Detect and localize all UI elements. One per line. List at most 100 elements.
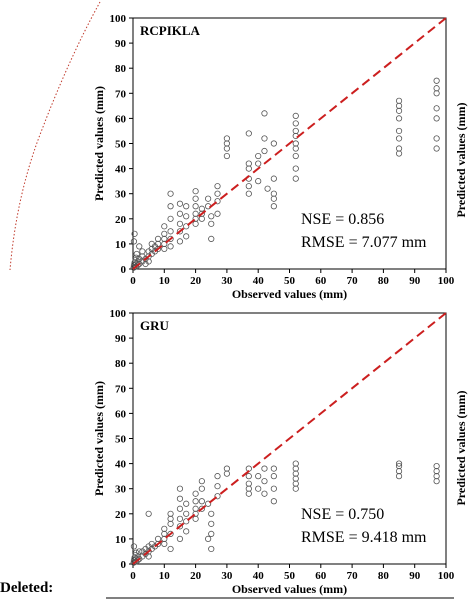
scatter-point (198, 485, 205, 492)
deleted-label: Deleted: (0, 580, 54, 596)
scatter-point (192, 188, 199, 195)
scatter-point (433, 115, 440, 122)
scatter-point (395, 127, 403, 135)
y-tick-label: 20 (115, 509, 127, 521)
scatter-point (167, 545, 174, 553)
scatter-point (192, 505, 199, 512)
scatter-point (205, 500, 212, 507)
scatter-point (205, 535, 212, 543)
x-tick-label: 0 (130, 570, 136, 582)
y-tick-label: 40 (115, 459, 127, 471)
scatter-point (136, 548, 143, 555)
scatter-point (192, 210, 199, 217)
scatter-point (433, 135, 440, 142)
scatter-point (208, 510, 215, 517)
scatter-point (134, 557, 141, 564)
scatter-point (255, 473, 262, 480)
y-tick-label: 100 (110, 308, 127, 320)
x-tick-label: 90 (409, 570, 421, 582)
scatter-point (214, 190, 221, 197)
y-tick-label: 50 (115, 139, 127, 151)
scatter-point (176, 523, 184, 530)
scatter-point (395, 115, 403, 122)
scatter-point (167, 203, 174, 210)
x-axis-label: Observed values (mm) (232, 582, 347, 596)
scatter-point (131, 230, 138, 237)
y-tick-label: 30 (115, 189, 127, 201)
dotted-connector (9, 1, 101, 271)
scatter-point (214, 198, 221, 205)
scatter-point (223, 152, 230, 160)
y-tick-label: 40 (115, 164, 127, 176)
scatter-point (167, 530, 174, 537)
scatter-point (183, 528, 190, 535)
scatter-point (214, 473, 221, 480)
scatter-point (198, 215, 205, 222)
scatter-point (176, 200, 184, 207)
panel-title: GRU (140, 318, 170, 333)
scatter-point (145, 258, 152, 265)
scatter-point (264, 185, 271, 192)
scatter-point (192, 195, 199, 202)
x-tick-label: 20 (190, 570, 202, 582)
scatter-point (154, 235, 162, 242)
scatter-point (183, 203, 190, 210)
scatter-points (130, 460, 440, 566)
scatter-point (270, 140, 277, 147)
x-tick-label: 10 (159, 275, 171, 287)
scatter-point (176, 515, 184, 522)
y-tick-label: 20 (115, 214, 127, 226)
y-tick-label: 0 (121, 559, 127, 571)
scatter-point (245, 160, 252, 167)
scatter-point (223, 135, 230, 142)
scatter-point (176, 220, 184, 227)
y-tick-label: 0 (121, 264, 127, 276)
scatter-point (198, 205, 205, 212)
nse-annotation: NSE = 0.750 (301, 506, 384, 523)
x-tick-label: 0 (130, 275, 136, 287)
scatter-point (433, 77, 440, 84)
x-tick-label: 70 (347, 275, 359, 287)
scatter-point (292, 127, 299, 135)
scatter-point (183, 518, 190, 525)
scatter-point (214, 483, 221, 490)
x-tick-label: 10 (159, 570, 171, 582)
scatter-point (161, 245, 168, 253)
panel-title: RCPIKLA (140, 23, 201, 38)
scatter-point (245, 183, 252, 190)
scatter-point (208, 530, 215, 537)
x-tick-label: 50 (284, 275, 296, 287)
scatter-point (208, 213, 215, 220)
scatter-point (270, 203, 277, 210)
scatter-point (395, 463, 403, 470)
scatter-point (433, 463, 440, 470)
scatter-point (192, 490, 199, 497)
rmse-annotation: RMSE = 7.077 mm (301, 234, 427, 251)
scatter-panel-gru: 0 10 20 30 40 50 60 70 80 90 100 0 10 20 30 40 50 60 70 80 9… (92, 308, 455, 596)
scatter-panel-rcpikla: 0 10 20 30 40 50 60 70 80 90 100 0 10 20 30 40 50 60 70 80 9… (92, 13, 455, 301)
scatter-point (245, 480, 252, 487)
x-tick-label: 40 (253, 570, 265, 582)
scatter-point (270, 190, 277, 197)
scatter-point (198, 498, 205, 505)
x-tick-label: 20 (190, 275, 202, 287)
scatter-point (395, 460, 403, 467)
scatter-point (133, 250, 140, 258)
scatter-point (208, 520, 215, 527)
scatter-point (176, 228, 184, 235)
scatter-point (161, 540, 168, 548)
scatter-point (292, 120, 299, 127)
x-tick-label: 100 (438, 275, 455, 287)
scatter-point (292, 165, 299, 172)
y-axis-label: Predicted values (mm) (92, 86, 106, 201)
scatter-point (245, 190, 252, 197)
scatter-point (292, 112, 299, 119)
scatter-point (134, 262, 141, 269)
y-tick-label: 30 (115, 484, 127, 496)
scatter-point (205, 195, 212, 202)
scatter-point (292, 460, 299, 467)
scatter-point (167, 243, 174, 250)
scatter-point (176, 210, 184, 217)
scatter-point (270, 175, 277, 182)
scatter-point (261, 465, 268, 472)
